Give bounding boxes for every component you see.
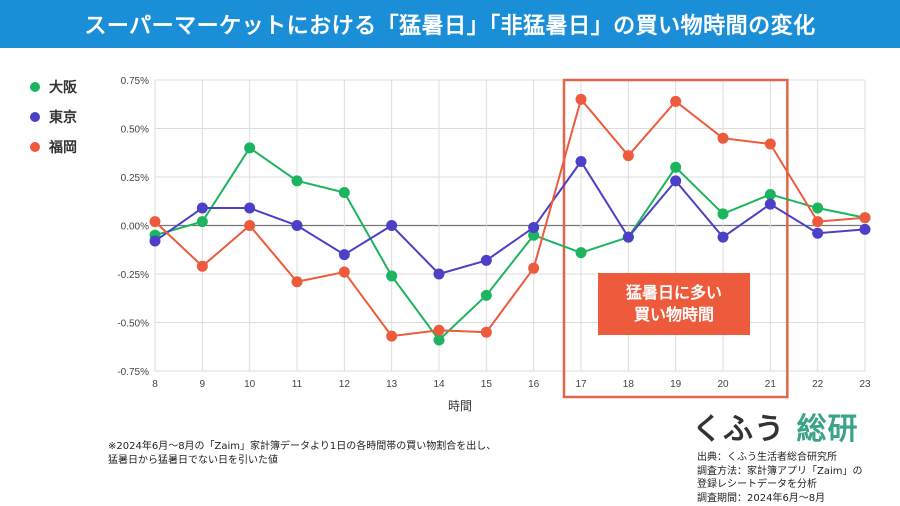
series-line bbox=[154, 146, 866, 342]
data-point bbox=[196, 202, 208, 214]
legend-label: 東京 bbox=[49, 110, 77, 126]
legend-marker bbox=[30, 82, 40, 92]
data-point bbox=[291, 175, 303, 187]
data-point bbox=[291, 276, 303, 288]
x-tick-label: 13 bbox=[386, 379, 398, 390]
x-tick-label: 22 bbox=[812, 379, 824, 390]
data-point bbox=[764, 138, 776, 150]
data-point bbox=[575, 155, 587, 167]
data-point bbox=[528, 262, 540, 274]
data-point bbox=[670, 95, 682, 107]
logo: くふう 総研 bbox=[692, 404, 858, 448]
data-point bbox=[386, 220, 398, 231]
data-point bbox=[480, 289, 492, 301]
page-title: スーパーマーケットにおける「猛暑日」「非猛暑日」の買い物時間の変化 bbox=[0, 0, 900, 48]
legend-label: 福岡 bbox=[49, 140, 77, 156]
data-point bbox=[717, 132, 729, 144]
x-tick-label: 15 bbox=[481, 379, 493, 390]
x-tick-label: 17 bbox=[575, 379, 587, 390]
legend-item-fukuoka: 福岡 bbox=[30, 132, 77, 162]
x-tick-label: 10 bbox=[244, 379, 256, 390]
x-tick-label: 16 bbox=[528, 379, 540, 390]
data-point bbox=[622, 231, 634, 243]
y-tick-label: 0.00% bbox=[121, 222, 149, 233]
x-tick-label: 21 bbox=[765, 379, 777, 390]
highlight-label-line2: 買い物時間 bbox=[633, 305, 714, 324]
legend-marker bbox=[30, 142, 40, 152]
source-line: 調査期間：2024年6月～8月 bbox=[697, 492, 826, 504]
data-point bbox=[433, 334, 445, 346]
data-point bbox=[433, 268, 445, 280]
data-point bbox=[196, 260, 208, 272]
highlight-label-line1: 猛暑日に多い bbox=[625, 283, 722, 302]
x-tick-label: 18 bbox=[623, 379, 635, 390]
source-line: 登録レシートデータを分析 bbox=[697, 479, 817, 490]
x-tick-label: 19 bbox=[670, 379, 682, 390]
data-point bbox=[386, 270, 398, 282]
data-point bbox=[196, 216, 208, 228]
x-tick-label: 12 bbox=[339, 379, 351, 390]
legend-marker bbox=[30, 112, 40, 122]
data-point bbox=[764, 188, 776, 200]
y-tick-label: 0.25% bbox=[121, 173, 149, 184]
data-point bbox=[338, 249, 350, 261]
data-point bbox=[764, 198, 776, 210]
legend-item-tokyo: 東京 bbox=[30, 102, 77, 132]
footnote-line2: 猛暑日から猛暑日でない日を引いた値 bbox=[108, 455, 278, 466]
data-point bbox=[480, 254, 492, 266]
x-tick-label: 20 bbox=[717, 379, 729, 390]
data-point bbox=[244, 220, 256, 231]
data-point bbox=[433, 324, 445, 336]
data-point bbox=[338, 187, 350, 199]
x-tick-label: 9 bbox=[200, 379, 206, 390]
data-point bbox=[386, 330, 398, 342]
y-tick-label: -0.75% bbox=[117, 367, 149, 378]
source-line: 出典：くふう生活者総合研究所 bbox=[697, 452, 837, 463]
series-line bbox=[154, 97, 866, 338]
data-point bbox=[670, 175, 682, 187]
y-tick-label: 0.75% bbox=[121, 76, 149, 87]
y-tick-label: 0.50% bbox=[121, 125, 149, 136]
footnote-line1: ※2024年6月～8月の「Zaim」家計簿データより1日の各時間帯の買い物割合を… bbox=[108, 441, 497, 452]
x-tick-label: 23 bbox=[859, 379, 871, 390]
data-point bbox=[575, 247, 587, 259]
data-point bbox=[859, 223, 871, 235]
data-point bbox=[812, 216, 824, 228]
data-point bbox=[149, 216, 161, 228]
data-point bbox=[575, 93, 587, 105]
data-point bbox=[812, 202, 824, 214]
data-point bbox=[291, 220, 303, 231]
source-info: 出典：くふう生活者総合研究所 調査方法：家計簿アプリ「Zaim」の 登録レシート… bbox=[697, 451, 863, 505]
data-point bbox=[149, 235, 161, 247]
data-point bbox=[622, 150, 634, 162]
highlight-label: 猛暑日に多い 買い物時間 bbox=[598, 273, 750, 335]
logo-text-accent: 総研 bbox=[796, 412, 859, 447]
x-axis-label: 時間 bbox=[448, 399, 472, 413]
data-point bbox=[717, 231, 729, 243]
data-point bbox=[480, 326, 492, 338]
data-point bbox=[528, 221, 540, 233]
x-tick-label: 14 bbox=[433, 379, 445, 390]
data-point bbox=[812, 227, 824, 239]
footnote: ※2024年6月～8月の「Zaim」家計簿データより1日の各時間帯の買い物割合を… bbox=[108, 440, 496, 468]
legend-item-osaka: 大阪 bbox=[30, 72, 77, 102]
data-point bbox=[244, 202, 256, 214]
data-point bbox=[244, 142, 256, 154]
x-tick-label: 8 bbox=[152, 379, 158, 390]
y-tick-label: -0.50% bbox=[117, 319, 149, 330]
data-point bbox=[859, 212, 871, 224]
series-line bbox=[154, 159, 866, 276]
legend-label: 大阪 bbox=[49, 80, 77, 96]
data-point bbox=[717, 208, 729, 220]
highlight-box bbox=[562, 78, 789, 399]
data-point bbox=[528, 229, 540, 241]
logo-text: くふう bbox=[692, 412, 785, 447]
x-tick-label: 11 bbox=[292, 379, 303, 390]
chart-legend: 大阪 東京 福岡 bbox=[30, 72, 77, 162]
y-tick-label: -0.25% bbox=[117, 270, 149, 281]
data-point bbox=[670, 161, 682, 173]
source-line: 調査方法：家計簿アプリ「Zaim」の bbox=[697, 465, 863, 477]
data-point bbox=[338, 266, 350, 278]
